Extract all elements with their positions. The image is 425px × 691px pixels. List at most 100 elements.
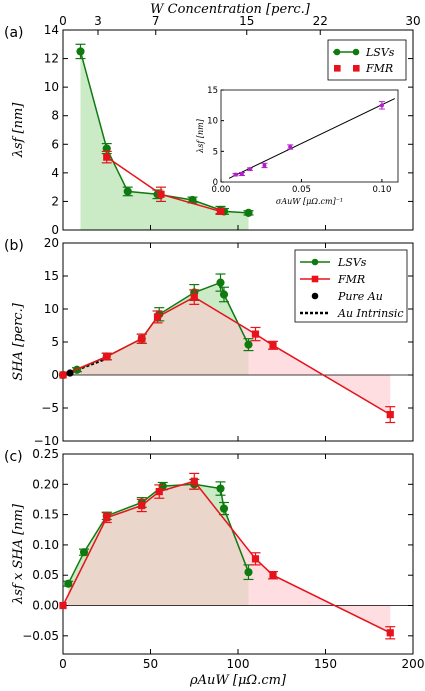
inset-x-tick-label: 0.00: [212, 185, 231, 195]
fmr-point: [386, 411, 394, 419]
pure-au-point: [66, 369, 74, 377]
inset-y-tick-label: 0: [213, 178, 218, 188]
lsv-point: [64, 579, 73, 588]
y-tick-label: 0.20: [32, 477, 59, 491]
top-x-tick-label: 22: [313, 14, 328, 28]
y-tick-label: 20: [44, 236, 59, 250]
y-tick-label: 4: [51, 166, 59, 180]
legend: LSVs FMR: [327, 39, 407, 81]
legend-box: [327, 39, 407, 81]
legend-marker-lsv: [352, 48, 360, 56]
legend: LSVs FMR Pure Au Au Intrinsic: [294, 249, 408, 323]
inset-point: [247, 167, 252, 172]
fmr-point: [59, 601, 67, 610]
x-tick-label: 100: [227, 657, 250, 671]
x-axis-label: ρAuW [μΩ.cm]: [189, 673, 287, 688]
inset-point: [262, 163, 267, 168]
panel-label: (c): [4, 449, 23, 465]
fmr-point: [190, 477, 198, 485]
inset: 0 5 10 15 0.00 0.05 0.10 σAuW [μΩ.cm]⁻¹ λsf [nm]: [196, 86, 399, 206]
top-x-tick-label: 15: [239, 14, 254, 28]
lsv-point: [216, 278, 225, 287]
y-tick-label: 6: [51, 137, 59, 151]
y-axis-label: λsf x SHA [nm]: [11, 503, 26, 605]
y-tick-label: 0.10: [32, 538, 59, 552]
fmr-point: [153, 313, 162, 321]
legend-label: FMR: [337, 273, 365, 286]
lsv-point: [219, 504, 229, 513]
lsv-point: [79, 548, 89, 557]
fmr-point: [103, 153, 111, 161]
y-tick-label: −0.05: [22, 629, 59, 643]
fmr-point: [251, 555, 260, 563]
inset-point: [239, 172, 244, 177]
y-tick-label: −5: [41, 401, 59, 415]
inset-frame: [220, 89, 399, 183]
lsv-point: [76, 47, 85, 56]
legend-label-fmr: FMR: [365, 62, 393, 75]
x-tick-label: 150: [314, 657, 337, 671]
top-x-tick-label: 0: [59, 14, 67, 28]
y-tick-label: 0: [51, 368, 59, 382]
x-tick-label: 200: [402, 657, 425, 671]
fmr-point: [138, 335, 146, 343]
fmr-point: [216, 207, 225, 216]
top-x-tick-label: 3: [94, 14, 102, 28]
area-lsv: [80, 51, 249, 230]
y-tick-label: 14: [44, 23, 59, 37]
area-fmr: [63, 297, 391, 415]
lsv-point: [219, 290, 229, 299]
y-tick-label: 5: [51, 335, 59, 349]
fmr-point: [138, 501, 146, 510]
y-tick-label: 0.05: [32, 568, 59, 582]
legend-label-lsv: LSVs: [365, 46, 395, 59]
panel-label: (b): [4, 238, 24, 254]
inset-point: [233, 172, 238, 177]
legend-marker-pure: [311, 292, 319, 300]
y-tick-label: 15: [44, 269, 59, 283]
inset-y-tick-label: 15: [207, 86, 218, 96]
inset-point: [288, 145, 293, 150]
lsv-point: [216, 484, 225, 493]
legend-marker-fmr: [353, 65, 360, 72]
y-tick-label: 10: [44, 302, 59, 316]
y-tick-label: 2: [51, 194, 59, 208]
y-tick-label: 10: [44, 80, 59, 94]
inset-y-tick-label: 5: [213, 147, 218, 157]
lsv-point: [244, 340, 253, 349]
fmr-point: [251, 330, 260, 338]
legend-label: Au Intrinsic: [337, 307, 404, 320]
x-tick-label: 0: [59, 657, 67, 671]
y-tick-label: −10: [34, 434, 59, 448]
fmr-point: [190, 293, 198, 301]
legend-marker-fmr: [311, 275, 319, 283]
inset-x-tick-label: 0.05: [292, 185, 311, 195]
top-x-tick-label: 7: [152, 14, 160, 28]
fmr-point: [269, 571, 277, 579]
legend-marker-lsv: [311, 258, 319, 266]
lsv-point: [244, 208, 253, 217]
lsv-point: [123, 187, 132, 196]
legend-marker-fmr: [334, 65, 341, 72]
top-x-axis-label: W Concentration [perc.]: [150, 2, 311, 17]
y-axis-label: SHA [perc.]: [11, 302, 26, 380]
y-tick-label: 0.25: [32, 447, 59, 461]
fmr-point: [103, 352, 111, 361]
lsv-point: [244, 568, 253, 577]
inset-fit-line: [228, 98, 395, 179]
x-tick-label: 50: [143, 657, 158, 671]
y-axis-label: λsf [nm]: [11, 102, 26, 159]
inset-x-tick-label: 0.10: [372, 185, 391, 195]
fmr-point: [103, 514, 111, 522]
fmr-point: [155, 487, 163, 496]
legend-label: Pure Au: [337, 290, 383, 303]
y-tick-label: 0.15: [32, 508, 59, 522]
fmr-point: [157, 190, 165, 198]
fmr-point: [269, 341, 277, 349]
y-tick-label: 0: [51, 223, 59, 237]
fmr-point: [386, 629, 394, 637]
y-tick-label: 12: [44, 52, 59, 66]
panel-label: (a): [4, 25, 24, 41]
panel-b: −10 −5 0 5 10 15 20 SHA [perc.] (b) LSVs FMR Pure A…: [4, 236, 414, 448]
